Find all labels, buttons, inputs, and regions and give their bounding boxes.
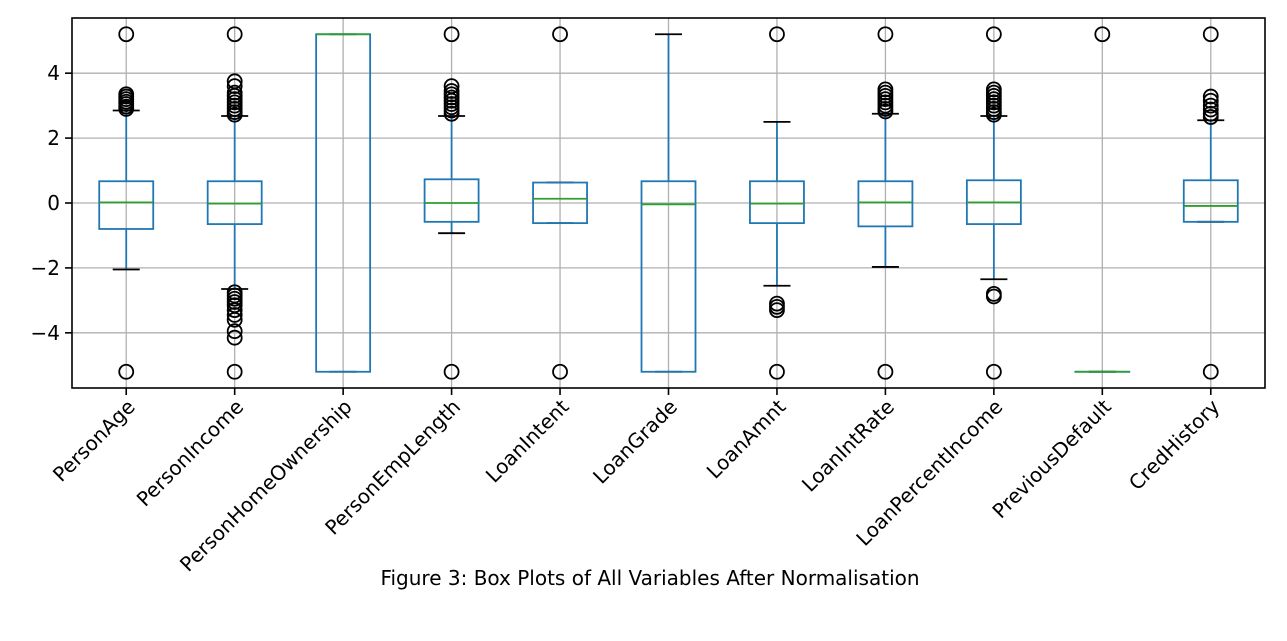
box-CredHistory <box>1182 26 1239 380</box>
outlier-point <box>118 26 135 43</box>
outlier-point <box>226 78 243 95</box>
box-PreviousDefault <box>1074 26 1131 373</box>
outlier-point <box>226 363 243 380</box>
iqr-box <box>749 180 805 225</box>
box-LoanPercentIncome <box>965 26 1022 380</box>
y-tick-label: 4 <box>47 61 60 85</box>
outlier-point <box>226 302 243 319</box>
outlier-point <box>226 307 243 323</box>
x-tick-label: LoanAmnt <box>702 394 791 483</box>
outlier-point <box>443 363 460 380</box>
outlier-point <box>1202 97 1219 114</box>
outlier-point <box>985 363 1002 380</box>
outlier-point <box>769 302 785 319</box>
box-PersonAge <box>98 26 155 380</box>
outlier-point <box>1094 26 1111 43</box>
iqr-box <box>423 178 480 223</box>
x-tick-label: PersonHomeOwnership <box>175 395 357 577</box>
outlier-point <box>1202 88 1219 105</box>
y-tick-label: 2 <box>47 126 60 150</box>
iqr-box <box>98 180 155 230</box>
x-tick-label: PersonAge <box>48 395 140 487</box>
x-tick-label: LoanIntRate <box>797 395 899 497</box>
box-PersonIncome <box>206 26 263 380</box>
box-PersonEmpLength <box>423 26 480 380</box>
outlier-point <box>118 363 135 380</box>
box-plots <box>98 26 1239 380</box>
box-LoanIntent <box>532 26 588 380</box>
outlier-point <box>226 106 243 123</box>
x-tick-label: LoanGrade <box>588 395 682 489</box>
x-tick-label: PreviousDefault <box>987 394 1116 523</box>
box-LoanAmnt <box>749 26 805 380</box>
box-LoanGrade <box>640 33 697 373</box>
iqr-box <box>206 180 263 225</box>
outlier-point <box>769 26 785 43</box>
y-tick-label: 0 <box>47 191 60 215</box>
outlier-point <box>226 26 243 43</box>
iqr-box <box>532 181 588 225</box>
outlier-point <box>985 26 1002 43</box>
outlier-point <box>877 363 894 380</box>
box-LoanIntRate <box>857 26 914 380</box>
outlier-point <box>443 105 460 122</box>
outlier-point <box>985 288 1002 305</box>
outlier-point <box>769 363 785 380</box>
outlier-point <box>1202 92 1219 109</box>
figure-caption: Figure 3: Box Plots of All Variables Aft… <box>380 566 919 590</box>
outlier-point <box>226 329 243 346</box>
x-tick-label: LoanIntent <box>481 394 574 487</box>
outlier-point <box>985 106 1002 123</box>
iqr-box <box>640 180 697 373</box>
iqr-box <box>857 180 914 228</box>
outlier-point <box>552 363 568 380</box>
x-tick-label: PersonIncome <box>132 395 249 512</box>
outlier-point <box>552 26 568 43</box>
outlier-point <box>1202 109 1219 125</box>
outlier-point <box>1202 101 1219 118</box>
outlier-point <box>877 103 894 120</box>
y-tick-label: −2 <box>31 256 60 280</box>
box-PersonHomeOwnership <box>315 33 372 373</box>
outlier-point <box>226 323 243 340</box>
y-tick-label: −4 <box>31 321 60 345</box>
outlier-point <box>1202 26 1219 43</box>
iqr-box <box>1182 179 1239 223</box>
outlier-point <box>118 100 135 117</box>
outlier-point <box>226 311 243 328</box>
outlier-point <box>443 26 460 43</box>
outlier-point <box>877 26 894 43</box>
x-tick-label: CredHistory <box>1124 394 1224 494</box>
outlier-point <box>1202 363 1219 380</box>
